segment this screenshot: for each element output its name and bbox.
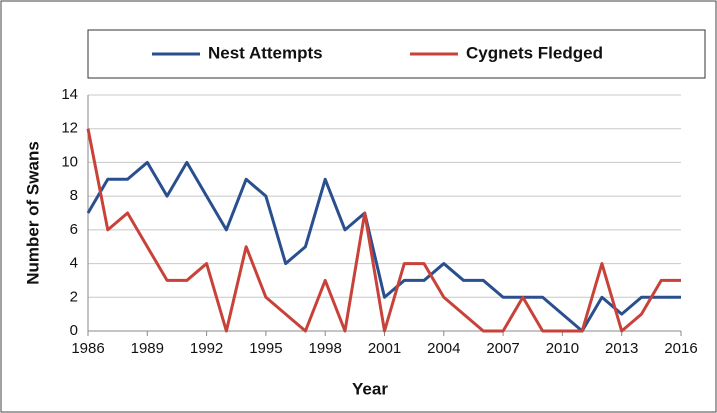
x-axis-title: Year (352, 379, 388, 398)
legend-label: Cygnets Fledged (466, 43, 603, 62)
legend-label: Nest Attempts (208, 43, 323, 62)
y-tick-label: 6 (70, 221, 78, 238)
y-axis-title: Number of Swans (23, 141, 42, 285)
y-tick-label: 4 (70, 255, 78, 272)
x-tick-label: 1986 (71, 340, 104, 357)
y-tick-label: 12 (61, 120, 78, 137)
y-tick-label: 10 (61, 153, 78, 170)
x-tick-label: 1992 (190, 340, 223, 357)
x-tick-label: 1998 (309, 340, 342, 357)
x-tick-label: 2013 (605, 340, 638, 357)
y-tick-label: 8 (70, 187, 78, 204)
x-tick-label: 2007 (486, 340, 519, 357)
y-tick-label: 2 (70, 288, 78, 305)
y-tick-label: 14 (61, 86, 78, 103)
x-tick-label: 2010 (546, 340, 579, 357)
x-tick-label: 2001 (368, 340, 401, 357)
x-tick-label: 1989 (131, 340, 164, 357)
y-tick-label: 0 (70, 322, 78, 339)
x-tick-label: 2016 (664, 340, 697, 357)
x-tick-label: 2004 (427, 340, 460, 357)
series-line (86, 128, 681, 333)
x-tick-label: 1995 (249, 340, 282, 357)
